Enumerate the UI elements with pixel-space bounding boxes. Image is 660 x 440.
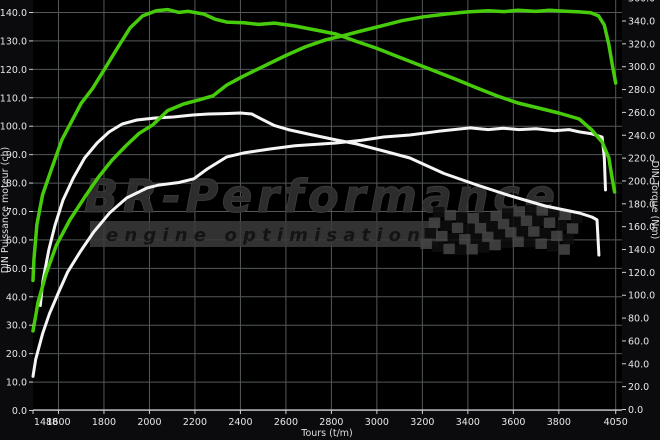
svg-text:240.0: 240.0 [628, 131, 655, 142]
dyno-curves [31, 7, 618, 378]
svg-text:360.0: 360.0 [628, 0, 655, 5]
checkered-flag-icon [420, 205, 583, 256]
svg-text:80.0: 80.0 [628, 314, 649, 325]
svg-text:300.0: 300.0 [628, 62, 655, 73]
svg-text:1800: 1800 [92, 417, 116, 428]
x-axis-title: Tours (t/m) [300, 428, 353, 439]
curve-torque-tuned [31, 7, 617, 283]
plot-area [33, 0, 622, 410]
svg-text:220.0: 220.0 [628, 154, 655, 165]
svg-text:0.0: 0.0 [628, 405, 643, 416]
svg-text:180.0: 180.0 [628, 199, 655, 210]
svg-text:90.0: 90.0 [6, 150, 27, 161]
gridlines [33, 0, 622, 411]
svg-text:110.0: 110.0 [0, 93, 27, 104]
svg-text:70.0: 70.0 [6, 207, 27, 218]
svg-text:260.0: 260.0 [628, 108, 655, 119]
svg-text:340.0: 340.0 [628, 17, 655, 28]
svg-text:2000: 2000 [137, 417, 161, 428]
curve-power-tuned [31, 8, 618, 333]
watermark-subtitle: engine optimisation [106, 225, 426, 246]
svg-text:320.0: 320.0 [628, 39, 655, 50]
svg-text:60.0: 60.0 [628, 336, 649, 347]
svg-text:10.0: 10.0 [6, 378, 27, 389]
svg-text:2400: 2400 [228, 417, 252, 428]
svg-text:160.0: 160.0 [628, 222, 655, 233]
svg-text:1600: 1600 [46, 417, 70, 428]
svg-text:40.0: 40.0 [6, 292, 27, 303]
svg-text:80.0: 80.0 [6, 179, 27, 190]
svg-text:2600: 2600 [274, 417, 298, 428]
svg-text:40.0: 40.0 [628, 359, 649, 370]
svg-text:4050: 4050 [604, 417, 628, 428]
svg-text:3600: 3600 [501, 417, 525, 428]
left-axis-title: DIN Puissance moteur (ch) [0, 147, 11, 274]
svg-text:3000: 3000 [365, 417, 389, 428]
svg-text:3200: 3200 [410, 417, 434, 428]
brand-watermark: BR-Performance engine optimisation [84, 170, 583, 256]
svg-text:60.0: 60.0 [6, 235, 27, 246]
svg-text:30.0: 30.0 [6, 321, 27, 332]
svg-text:1488: 1488 [34, 417, 58, 428]
svg-text:20.0: 20.0 [628, 382, 649, 393]
svg-text:130.0: 130.0 [0, 36, 27, 47]
svg-text:0.0: 0.0 [12, 406, 27, 417]
svg-text:280.0: 280.0 [628, 85, 655, 96]
axes: 0.0 10.0 20.0 30.0 40.0 50.0 60.0 70.0 80.0 90.0 1… [0, 0, 655, 428]
svg-text:140.0: 140.0 [0, 8, 27, 19]
svg-text:120.0: 120.0 [0, 65, 27, 76]
svg-text:200.0: 200.0 [628, 176, 655, 187]
curve-power-stock [31, 126, 607, 378]
svg-text:3400: 3400 [456, 417, 480, 428]
svg-text:50.0: 50.0 [6, 264, 27, 275]
svg-text:140.0: 140.0 [628, 245, 655, 256]
svg-text:2800: 2800 [319, 417, 343, 428]
svg-text:100.0: 100.0 [628, 291, 655, 302]
curve-torque-stock [38, 111, 601, 307]
watermark-band [90, 221, 438, 247]
svg-text:20.0: 20.0 [6, 349, 27, 360]
svg-text:120.0: 120.0 [628, 268, 655, 279]
svg-text:2200: 2200 [183, 417, 207, 428]
svg-text:100.0: 100.0 [0, 122, 27, 133]
svg-text:3800: 3800 [547, 417, 571, 428]
right-axis-title: DIN Torque (Nm) [649, 161, 660, 240]
